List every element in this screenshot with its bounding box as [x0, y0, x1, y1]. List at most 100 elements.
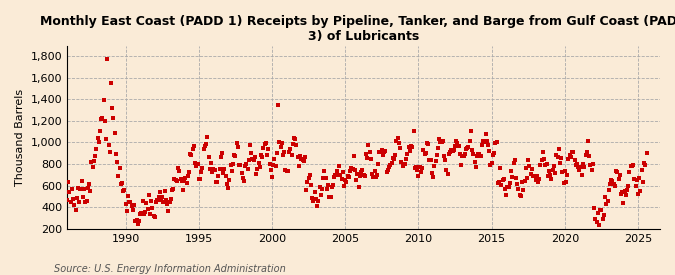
Point: [430, 159, 441, 163]
Point: [481, 139, 492, 143]
Point: [524, 163, 535, 168]
Point: [545, 173, 556, 177]
Point: [435, 140, 446, 144]
Point: [301, 188, 312, 192]
Point: [97, 116, 108, 120]
Point: [306, 183, 317, 188]
Point: [539, 157, 549, 161]
Point: [214, 166, 225, 171]
Point: [244, 158, 254, 163]
Point: [389, 157, 400, 161]
Point: [568, 150, 578, 154]
Point: [616, 192, 626, 197]
Point: [181, 181, 192, 185]
Point: [563, 157, 574, 162]
Point: [537, 150, 548, 155]
Point: [81, 199, 92, 203]
Point: [197, 166, 208, 170]
Point: [342, 174, 353, 178]
Point: [485, 163, 496, 167]
Point: [460, 147, 471, 151]
Point: [492, 181, 503, 185]
Point: [168, 186, 179, 191]
Point: [441, 168, 452, 172]
Point: [250, 155, 261, 159]
Point: [225, 163, 236, 167]
Point: [200, 142, 211, 147]
Point: [285, 147, 296, 151]
Point: [248, 158, 259, 162]
Point: [188, 144, 199, 148]
Point: [329, 175, 340, 180]
Point: [224, 178, 235, 182]
Point: [291, 143, 302, 147]
Point: [347, 167, 358, 172]
Point: [208, 167, 219, 172]
Point: [114, 166, 125, 170]
Point: [74, 200, 84, 205]
Point: [546, 177, 557, 182]
Point: [583, 139, 593, 143]
Point: [510, 158, 520, 163]
Point: [637, 179, 648, 184]
Point: [259, 142, 270, 147]
Point: [117, 189, 128, 193]
Point: [235, 163, 246, 167]
Point: [477, 142, 487, 147]
Point: [232, 141, 242, 145]
Point: [486, 161, 497, 165]
Point: [123, 194, 134, 198]
Point: [479, 139, 489, 144]
Point: [247, 157, 258, 162]
Point: [125, 199, 136, 204]
Point: [359, 174, 370, 178]
Point: [526, 167, 537, 171]
Point: [472, 153, 483, 158]
Point: [508, 160, 519, 165]
Point: [161, 197, 171, 202]
Point: [135, 212, 146, 217]
Point: [323, 183, 333, 187]
Point: [395, 146, 406, 150]
Point: [220, 174, 231, 178]
Point: [377, 153, 388, 157]
Point: [475, 154, 486, 158]
Point: [371, 173, 382, 177]
Point: [375, 150, 386, 154]
Point: [406, 144, 416, 148]
Point: [612, 169, 623, 174]
Text: Source: U.S. Energy Information Administration: Source: U.S. Energy Information Administ…: [54, 264, 286, 274]
Point: [413, 174, 424, 178]
Point: [108, 116, 119, 120]
Point: [63, 180, 74, 184]
Point: [567, 150, 578, 154]
Point: [136, 211, 147, 215]
Point: [174, 169, 185, 174]
Point: [165, 197, 176, 202]
Point: [626, 164, 637, 168]
Point: [137, 199, 148, 204]
Point: [443, 152, 454, 156]
Point: [454, 144, 464, 148]
Point: [102, 57, 113, 62]
Point: [232, 145, 243, 150]
Point: [593, 211, 603, 216]
Point: [625, 164, 636, 169]
Point: [330, 173, 341, 177]
Point: [99, 119, 110, 123]
Point: [497, 178, 508, 182]
Point: [72, 196, 82, 200]
Point: [258, 145, 269, 150]
Point: [500, 186, 510, 191]
Point: [223, 186, 234, 190]
Point: [250, 172, 261, 176]
Point: [383, 168, 394, 172]
Point: [585, 163, 596, 167]
Point: [507, 175, 518, 179]
Point: [79, 187, 90, 191]
Point: [215, 155, 226, 160]
Point: [288, 142, 298, 146]
Point: [386, 161, 397, 165]
Point: [73, 186, 84, 191]
Point: [566, 155, 576, 160]
